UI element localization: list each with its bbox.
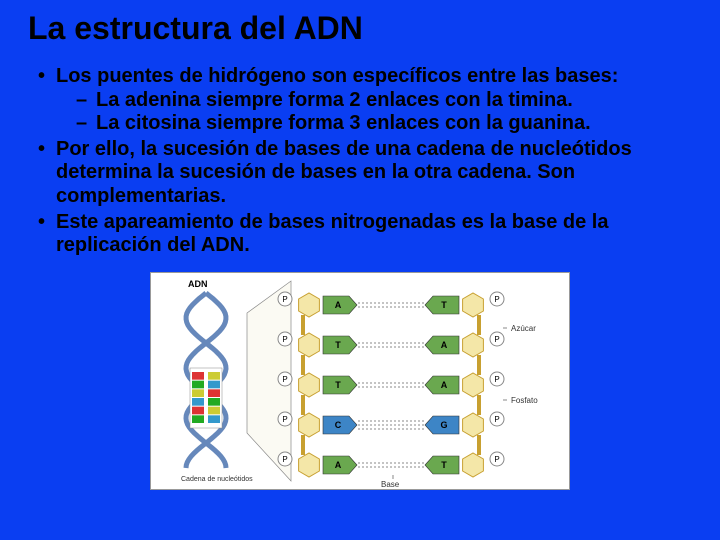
svg-text:T: T	[441, 460, 447, 470]
svg-text:P: P	[282, 375, 287, 384]
svg-text:A: A	[441, 340, 448, 350]
dna-svg: ADN P P A T P P T A P P T A P P C G P P A T Azúcar Fosfato Cade…	[151, 273, 571, 491]
svg-text:P: P	[494, 455, 499, 464]
svg-text:C: C	[335, 420, 342, 430]
bullet-text: Este apareamiento de bases nitrogenadas …	[56, 211, 608, 257]
list-item: Este apareamiento de bases nitrogenadas …	[38, 211, 700, 258]
list-item: La adenina siempre forma 2 enlaces con l…	[76, 89, 700, 113]
svg-text:P: P	[282, 455, 287, 464]
sub-list: La adenina siempre forma 2 enlaces con l…	[56, 89, 700, 136]
svg-text:Base: Base	[381, 480, 400, 489]
svg-text:P: P	[282, 415, 287, 424]
svg-text:P: P	[494, 335, 499, 344]
svg-text:P: P	[282, 295, 287, 304]
svg-text:A: A	[441, 380, 448, 390]
svg-text:P: P	[494, 295, 499, 304]
svg-text:P: P	[494, 375, 499, 384]
svg-text:G: G	[440, 420, 447, 430]
list-item: Los puentes de hidrógeno son específicos…	[38, 65, 700, 136]
svg-text:P: P	[282, 335, 287, 344]
svg-text:A: A	[335, 460, 342, 470]
bullet-text: Por ello, la sucesión de bases de una ca…	[56, 138, 632, 207]
bullet-text: Los puentes de hidrógeno son específicos…	[56, 65, 618, 87]
bullet-text: La citosina siempre forma 3 enlaces con …	[96, 112, 591, 134]
svg-text:Azúcar: Azúcar	[511, 324, 536, 333]
bullet-text: La adenina siempre forma 2 enlaces con l…	[96, 89, 573, 111]
svg-text:A: A	[335, 300, 342, 310]
svg-text:T: T	[441, 300, 447, 310]
bullet-list: Los puentes de hidrógeno son específicos…	[20, 65, 700, 258]
svg-text:Fosfato: Fosfato	[511, 396, 538, 405]
svg-text:Cadena de nucleótidos: Cadena de nucleótidos	[181, 476, 253, 483]
page-title: La estructura del ADN	[28, 10, 700, 47]
svg-text:P: P	[494, 415, 499, 424]
svg-text:ADN: ADN	[188, 279, 208, 289]
list-item: La citosina siempre forma 3 enlaces con …	[76, 112, 700, 136]
dna-diagram: ADN P P A T P P T A P P T A P P C G P P A T Azúcar Fosfato Cade…	[150, 272, 570, 490]
svg-text:T: T	[335, 380, 341, 390]
svg-text:T: T	[335, 340, 341, 350]
list-item: Por ello, la sucesión de bases de una ca…	[38, 138, 700, 209]
